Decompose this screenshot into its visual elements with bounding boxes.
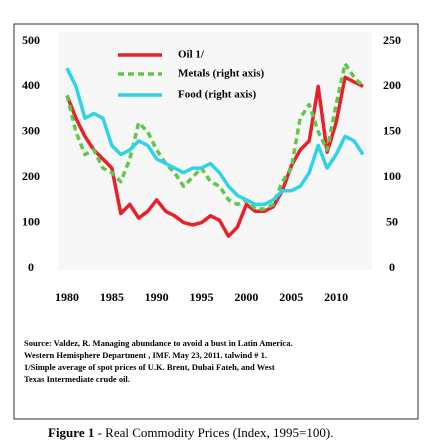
- source-note: Source: Valdez, R. Managing abundance to…: [24, 338, 293, 384]
- source-line: 1/Simple average of spot prices of U.K. …: [24, 362, 275, 372]
- x-tick-label: 1985: [100, 290, 124, 304]
- x-tick-label: 1990: [145, 290, 169, 304]
- legend-label: Food (right axis): [178, 89, 257, 101]
- y-tick-label: 200: [22, 169, 40, 183]
- caption-label: Figure 1: [48, 425, 94, 440]
- caption: Figure 1 - Real Commodity Prices (Index,…: [48, 425, 333, 440]
- y2-tick-label: 50: [386, 214, 398, 228]
- source-line: Source: Valdez, R. Managing abundance to…: [24, 338, 293, 348]
- legend-label: Metals (right axis): [178, 68, 264, 80]
- source-line: Western Hemisphere Department , IMF. May…: [24, 350, 267, 360]
- y2-tick-label: 100: [383, 169, 401, 183]
- legend-label: Oil 1/: [178, 49, 205, 61]
- x-tick-label: 2000: [234, 290, 258, 304]
- x-tick-label: 2005: [279, 290, 303, 304]
- y2-tick-label: 0: [389, 260, 395, 274]
- y-tick-label: 300: [22, 124, 40, 138]
- y-tick-label: 100: [22, 214, 40, 228]
- series-line: [65, 61, 365, 211]
- x-tick-label: 2010: [324, 290, 348, 304]
- caption-text: - Real Commodity Prices (Index, 1995=100…: [98, 425, 334, 440]
- series-line: [65, 67, 365, 207]
- source-line: Texas Intermediate crude oil.: [24, 374, 130, 384]
- y-tick-label: 0: [28, 260, 34, 274]
- x-tick-label: 1980: [55, 290, 79, 304]
- y2-tick-label: 150: [383, 124, 401, 138]
- y2-tick-label: 250: [383, 33, 401, 47]
- y-tick-label: 500: [22, 33, 40, 47]
- y-tick-label: 400: [22, 78, 40, 92]
- y2-tick-label: 200: [383, 78, 401, 92]
- x-tick-label: 1995: [190, 290, 214, 304]
